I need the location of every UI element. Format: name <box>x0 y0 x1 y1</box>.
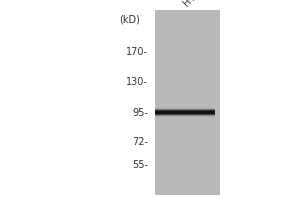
Bar <box>155 114 215 115</box>
Bar <box>155 111 215 112</box>
Bar <box>155 109 215 110</box>
Bar <box>155 116 215 117</box>
Bar <box>155 110 215 111</box>
Bar <box>155 111 215 112</box>
Bar <box>155 110 215 111</box>
Bar <box>155 109 215 110</box>
Text: 55-: 55- <box>132 160 148 170</box>
Bar <box>155 111 215 112</box>
Bar <box>155 112 215 113</box>
Text: (kD): (kD) <box>119 14 140 24</box>
Bar <box>155 108 215 109</box>
Bar <box>155 110 215 111</box>
Bar <box>155 116 215 117</box>
Bar <box>155 108 215 109</box>
Text: 95-: 95- <box>132 108 148 118</box>
Text: 72-: 72- <box>132 137 148 147</box>
Bar <box>155 117 215 118</box>
Bar <box>155 112 215 113</box>
Bar <box>155 108 215 109</box>
Bar <box>155 114 215 115</box>
Bar <box>155 115 215 116</box>
Bar <box>155 107 215 108</box>
Bar <box>155 113 215 114</box>
Text: 130-: 130- <box>126 77 148 87</box>
Bar <box>155 10 220 195</box>
Bar <box>155 113 215 114</box>
Bar <box>155 116 215 117</box>
Bar <box>155 113 215 114</box>
Text: HT-29: HT-29 <box>181 0 208 8</box>
Bar <box>155 115 215 116</box>
Bar <box>155 107 215 108</box>
Bar <box>155 112 215 113</box>
Bar <box>155 115 215 116</box>
Bar <box>155 114 215 115</box>
Bar <box>155 109 215 110</box>
Text: 170-: 170- <box>126 47 148 57</box>
